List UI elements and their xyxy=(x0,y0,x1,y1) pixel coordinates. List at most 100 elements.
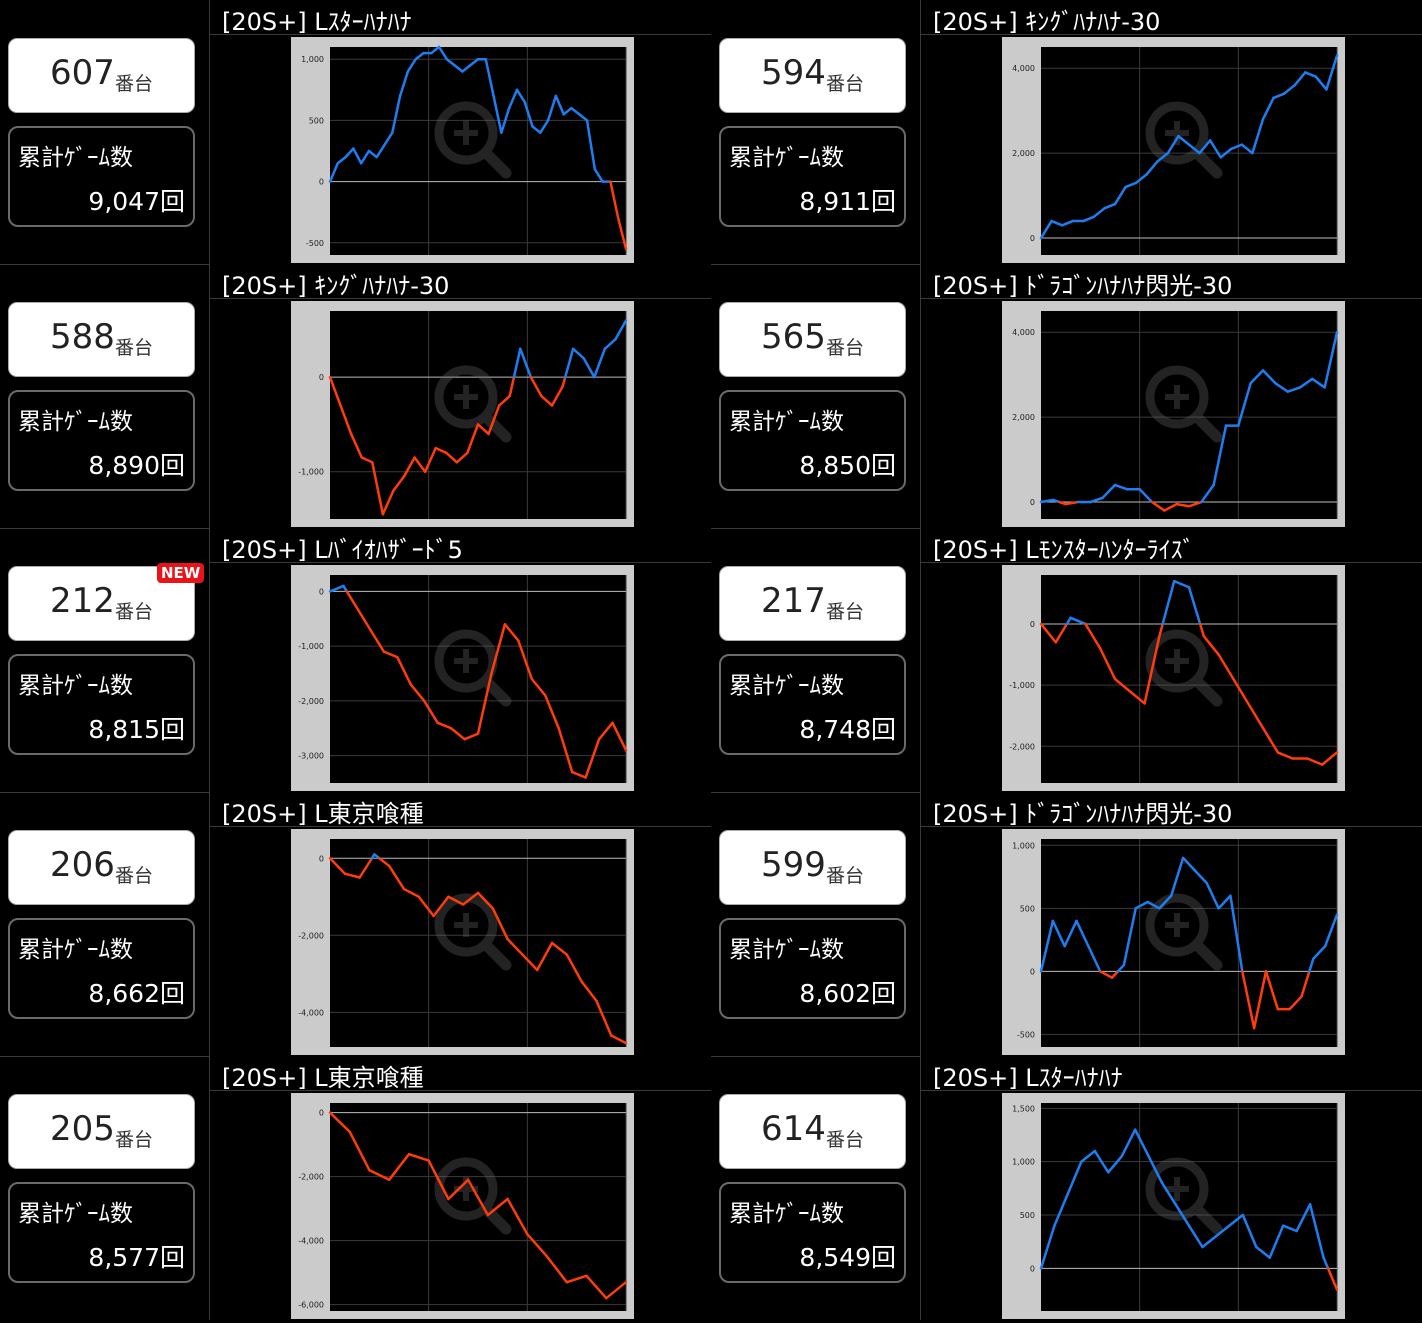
machine-title[interactable]: [20S+] Lｽﾀｰﾊﾅﾊﾅ xyxy=(222,8,412,36)
machine-number-suffix: 番台 xyxy=(826,865,865,887)
slump-chart[interactable]: 1,500 1,000 500 0 xyxy=(1002,1093,1345,1323)
series-segment xyxy=(1323,913,1339,948)
machine-title[interactable]: [20S+] Lﾓﾝｽﾀｰﾊﾝﾀｰﾗｲｽﾞ xyxy=(933,536,1195,564)
series-segment xyxy=(490,623,507,675)
y-tick-label: 0 xyxy=(1030,1264,1035,1273)
series-segment xyxy=(360,456,374,464)
slump-chart[interactable]: 0 -2,000 -4,000 xyxy=(291,829,634,1059)
machine-title[interactable]: [20S+] ｷﾝｸﾞﾊﾅﾊﾅ-30 xyxy=(933,8,1161,36)
series-segment xyxy=(582,357,596,379)
machine-number-box[interactable]: 588 番台 xyxy=(8,302,195,377)
series-segment xyxy=(422,699,439,725)
machine-card[interactable]: [20S+] ﾄﾞﾗｺﾞﾝﾊﾅﾊﾅ閃光-30 599 番台 累計ｹﾞｰﾑ数 8,602回… xyxy=(711,792,1422,1056)
series-segment xyxy=(1193,869,1209,885)
games-box: 累計ｹﾞｰﾑ数 8,815回 xyxy=(8,654,195,755)
machine-number-box[interactable]: 212 番台 NEW xyxy=(8,563,205,641)
series-segment xyxy=(1187,585,1202,626)
series-segment xyxy=(1092,207,1106,219)
series-segment xyxy=(1039,219,1053,240)
machine-number-box[interactable]: 217 番台 xyxy=(719,566,906,641)
machine-card[interactable]: [20S+] ｷﾝｸﾞﾊﾅﾊﾅ-30 594 番台 累計ｹﾞｰﾑ数 8,911回 4,00… xyxy=(711,0,1422,264)
series-segment xyxy=(369,628,386,653)
series-segment xyxy=(526,1232,549,1258)
slump-graph-svg[interactable]: 4,000 2,000 0 xyxy=(1002,301,1345,527)
games-box: 累計ｹﾞｰﾑ数 8,890回 xyxy=(8,390,195,491)
slump-chart[interactable]: 0 -1,000 xyxy=(291,301,634,531)
series-segment xyxy=(409,683,426,703)
machine-title[interactable]: [20S+] ﾄﾞﾗｺﾞﾝﾊﾅﾊﾅ閃光-30 xyxy=(933,800,1233,828)
machine-number-box[interactable]: 206 番台 xyxy=(8,830,195,905)
series-segment xyxy=(546,94,558,122)
series-segment xyxy=(339,404,353,436)
chart-plot-area xyxy=(1041,47,1337,255)
slump-graph-svg[interactable]: 4,000 2,000 0 xyxy=(1002,37,1345,263)
series-segment xyxy=(349,432,363,459)
slump-chart[interactable]: 1,000 500 0 -500 xyxy=(1002,829,1345,1059)
machine-number: 217 xyxy=(761,581,826,621)
row-divider xyxy=(0,792,209,793)
machine-title[interactable]: [20S+] ｷﾝｸﾞﾊﾅﾊﾅ-30 xyxy=(222,272,450,300)
series-segment xyxy=(1219,147,1233,159)
machine-number-box[interactable]: 594 番台 xyxy=(719,38,906,113)
series-segment xyxy=(359,149,371,165)
games-value: 8,549回 xyxy=(799,1243,896,1272)
machine-card[interactable]: [20S+] Lｽﾀｰﾊﾅﾊﾅ 607 番台 累計ｹﾞｰﾑ数 9,047回 1,000 50… xyxy=(0,0,711,264)
machine-title[interactable]: [20S+] ﾄﾞﾗｺﾞﾝﾊﾅﾊﾅ閃光-30 xyxy=(933,272,1233,300)
y-tick-label: -1,000 xyxy=(298,468,324,477)
slump-chart[interactable]: 4,000 2,000 0 xyxy=(1002,301,1345,531)
series-segment xyxy=(500,106,511,134)
slump-chart[interactable]: 1,000 500 0 -500 xyxy=(291,37,634,267)
machine-card[interactable]: [20S+] Lｽﾀｰﾊﾅﾊﾅ 614 番台 累計ｹﾞｰﾑ数 8,549回 1,500 1,… xyxy=(711,1056,1422,1320)
series-segment xyxy=(1150,500,1166,512)
machine-card[interactable]: [20S+] ｷﾝｸﾞﾊﾅﾊﾅ-30 588 番台累計ｹﾞｰﾑ数 8,890回 0 -1,… xyxy=(0,264,711,528)
slump-graph-svg[interactable]: 0 -1,000 -2,000 -3,000 xyxy=(291,565,634,791)
machine-number-box[interactable]: 599 番台 xyxy=(719,830,906,905)
machine-title[interactable]: [20S+] Lﾊﾞｲｵﾊｻﾞｰﾄﾞ5 xyxy=(222,536,463,564)
y-tick-label: -1,000 xyxy=(298,642,324,651)
machine-card[interactable]: [20S+] ﾄﾞﾗｺﾞﾝﾊﾅﾊﾅ閃光-30 565 番台 累計ｹﾞｰﾑ数 8,850回… xyxy=(711,264,1422,528)
title-divider xyxy=(209,298,711,299)
slump-graph-svg[interactable]: 0 -1,000 xyxy=(291,301,634,527)
machine-card[interactable]: [20S+] L東京喰種 206 番台 累計ｹﾞｰﾑ数 8,662回 0 -2,000 -4,… xyxy=(0,792,711,1056)
machine-number-box[interactable]: 614 番台 xyxy=(719,1094,906,1169)
series-segment xyxy=(343,872,361,879)
slump-graph-svg[interactable]: 0 -2,000 -4,000 -6,000 xyxy=(291,1093,634,1319)
series-segment xyxy=(565,953,583,983)
series-segment xyxy=(383,131,394,147)
series-segment xyxy=(545,1255,569,1284)
series-segment xyxy=(1230,143,1244,151)
machine-title[interactable]: [20S+] Lｽﾀｰﾊﾅﾊﾅ xyxy=(933,1064,1123,1092)
series-segment xyxy=(1145,160,1159,176)
slump-chart[interactable]: 0 -1,000 -2,000 -3,000 xyxy=(291,565,634,795)
y-tick-label: 2,000 xyxy=(1012,413,1035,422)
y-tick-label: -4,000 xyxy=(298,1237,324,1246)
series-segment xyxy=(1069,616,1087,626)
slump-chart[interactable]: 4,000 2,000 0 xyxy=(1002,37,1345,267)
series-segment xyxy=(1110,970,1120,979)
series-segment xyxy=(1288,995,1303,1011)
machine-number-box[interactable]: 205 番台 xyxy=(8,1094,195,1169)
series-segment xyxy=(336,155,347,165)
series-segment xyxy=(1228,1213,1245,1227)
machine-title[interactable]: [20S+] L東京喰種 xyxy=(222,800,424,828)
machine-number-box[interactable]: 607 番台 xyxy=(8,38,195,113)
machine-card[interactable]: [20S+] L東京喰種 205 番台 累計ｹﾞｰﾑ数 8,577回 0 -2,000 -4,… xyxy=(0,1056,711,1320)
series-segment xyxy=(387,864,406,891)
title-divider xyxy=(209,34,711,35)
slump-graph-svg[interactable]: 1,000 500 0 -500 xyxy=(291,37,634,263)
slump-graph-svg[interactable]: 1,000 500 0 -500 xyxy=(1002,829,1345,1055)
y-tick-label: 0 xyxy=(1030,967,1035,976)
slump-graph-svg[interactable]: 0 -1,000 -2,000 xyxy=(1002,565,1345,791)
slump-chart[interactable]: 0 -1,000 -2,000 xyxy=(1002,565,1345,795)
machine-title[interactable]: [20S+] L東京喰種 xyxy=(222,1064,424,1092)
games-label: 累計ｹﾞｰﾑ数 xyxy=(729,937,844,963)
y-tick-label: -2,000 xyxy=(1009,742,1035,751)
series-segment xyxy=(382,650,399,659)
slump-graph-svg[interactable]: 1,500 1,000 500 0 xyxy=(1002,1093,1345,1319)
series-segment xyxy=(605,1280,628,1300)
machine-card[interactable]: [20S+] Lﾓﾝｽﾀｰﾊﾝﾀｰﾗｲｽﾞ 217 番台 累計ｹﾞｰﾑ数 8,748回 0… xyxy=(711,528,1422,792)
machine-card[interactable]: [20S+] Lﾊﾞｲｵﾊｻﾞｰﾄﾞ5 212 番台 NEW 累計ｹﾞｰﾑ数 8,815回… xyxy=(0,528,711,792)
machine-number-box[interactable]: 565 番台 xyxy=(719,302,906,377)
slump-graph-svg[interactable]: 0 -2,000 -4,000 xyxy=(291,829,634,1055)
slump-chart[interactable]: 0 -2,000 -4,000 -6,000 xyxy=(291,1093,634,1323)
